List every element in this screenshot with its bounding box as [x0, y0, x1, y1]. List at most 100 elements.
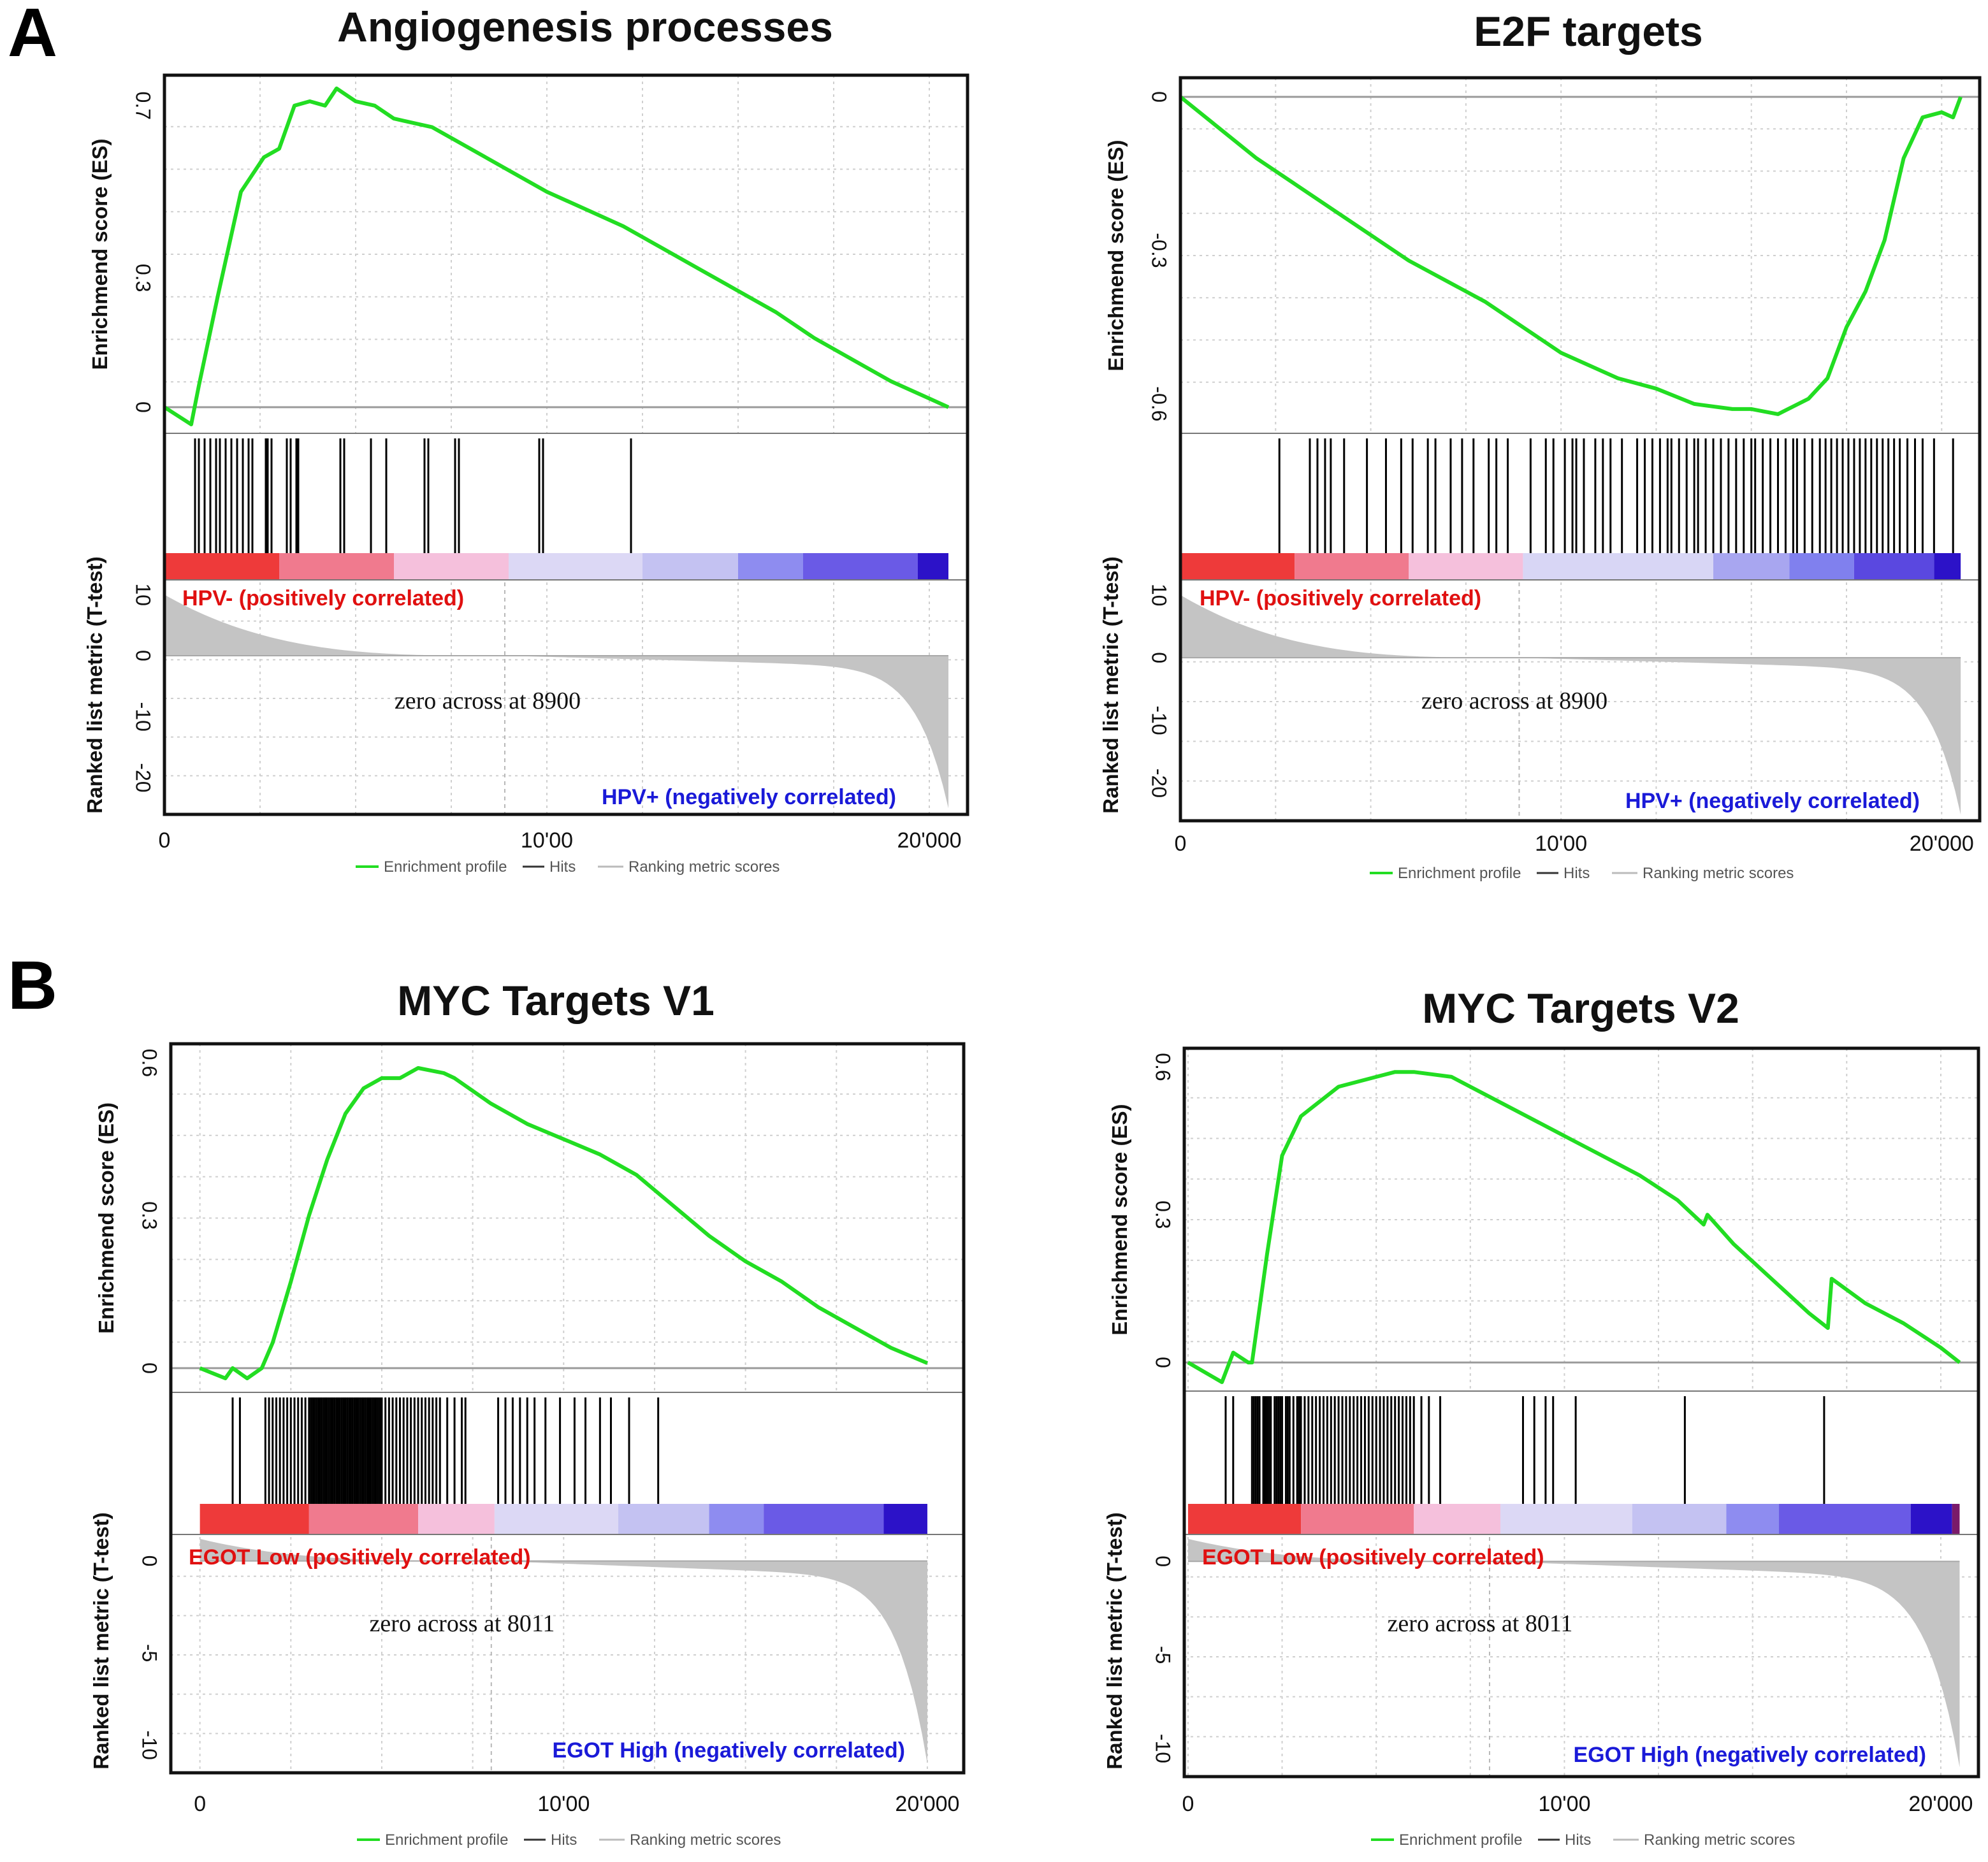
chart-title: MYC Targets V2	[1422, 985, 1739, 1032]
x-tick-label: 20'000	[895, 1792, 959, 1816]
es-curve	[1187, 1070, 1961, 1384]
legend-hits-label: Hits	[549, 858, 576, 876]
colorbar-segment	[618, 1504, 709, 1534]
colorbar-segment	[1409, 553, 1523, 580]
es-curve	[163, 86, 950, 426]
colorbar-segment	[803, 553, 918, 580]
metric-tick-label: 10	[1148, 584, 1171, 607]
metric-tick-label: 0	[138, 1555, 161, 1567]
legend-ranking-label: Ranking metric scores	[1643, 865, 1794, 882]
metric-tick-label: -5	[138, 1644, 161, 1662]
colorbar-segment	[394, 553, 509, 580]
es-axis-title: Enrichmend score (ES)	[1108, 1104, 1131, 1335]
legend-hits-label: Hits	[1564, 865, 1590, 882]
chart-myc-targets-v1: MYC Targets V1 EGOT Low (positively corre…	[89, 977, 966, 1849]
es-curve	[199, 1066, 929, 1380]
x-tick-label: 10'00	[521, 828, 573, 853]
colorbar-segment	[1632, 1504, 1727, 1534]
colorbar-segment	[738, 553, 803, 580]
x-tick-label: 0	[194, 1792, 206, 1816]
colorbar-segment	[1910, 1504, 1952, 1534]
colorbar-segment	[1713, 553, 1790, 580]
colorbar-segment	[509, 553, 642, 580]
x-tick-label: 0	[1175, 832, 1187, 856]
metric-tick-label: 0	[1152, 1555, 1175, 1567]
colorbar-segment	[494, 1504, 618, 1534]
x-tick-label: 20'000	[897, 828, 961, 853]
es-axis-title: Enrichmend score (ES)	[88, 138, 112, 370]
metric-tick-label: -20	[132, 763, 155, 792]
legend: Enrichment profile Hits Ranking metric sco…	[1371, 1831, 1795, 1849]
legend-ranking-label: Ranking metric scores	[1644, 1831, 1795, 1849]
negative-correlation-label: HPV+ (negatively correlated)	[1625, 789, 1920, 813]
negative-correlation-label: HPV+ (negatively correlated)	[602, 785, 896, 809]
colorbar-segment	[883, 1504, 927, 1534]
es-curve	[1179, 95, 1963, 416]
plot-frame	[163, 73, 969, 816]
es-axis-title: Enrichmend score (ES)	[1104, 140, 1128, 371]
colorbar-segment	[1301, 1504, 1414, 1534]
chart-myc-targets-v2: MYC Targets V2 EGOT Low (positively corre…	[1103, 985, 1980, 1849]
colorbar-segment	[200, 1504, 309, 1534]
positive-correlation-label: EGOT Low (positively correlated)	[189, 1545, 531, 1570]
colorbar-segment	[709, 1504, 764, 1534]
zero-cross-label: zero across at 8011	[370, 1610, 555, 1637]
x-tick-label: 0	[159, 828, 171, 853]
zero-cross-label: zero across at 8900	[1421, 688, 1607, 714]
legend: Enrichment profile Hits Ranking metric sco…	[357, 1831, 781, 1849]
plot-frame	[169, 1042, 966, 1775]
colorbar-segment	[164, 553, 279, 580]
colorbar-segment	[1779, 1504, 1911, 1534]
colorbar-segment	[1952, 1504, 1960, 1534]
legend-hits-label: Hits	[1565, 1831, 1591, 1849]
colorbar-segment	[418, 1504, 495, 1534]
es-tick-label: 0.3	[1152, 1201, 1175, 1229]
x-tick-label: 0	[1182, 1792, 1194, 1816]
colorbar-segment	[1187, 1504, 1302, 1534]
legend-hits-label: Hits	[551, 1831, 577, 1849]
colorbar-segment	[308, 1504, 419, 1534]
positive-correlation-label: HPV- (positively correlated)	[182, 586, 464, 610]
metric-tick-label: 0	[132, 650, 155, 661]
positive-correlation-label: EGOT Low (positively correlated)	[1202, 1545, 1544, 1570]
metric-tick-label: -10	[1152, 1734, 1175, 1763]
colorbar-segment	[1295, 553, 1409, 580]
x-tick-label: 20'000	[1910, 832, 1974, 856]
es-tick-label: 0	[1148, 91, 1171, 103]
colorbar-segment	[918, 553, 948, 580]
chart-title: E2F targets	[1474, 8, 1702, 55]
colorbar-segment	[764, 1504, 884, 1534]
metric-axis-title: Ranked list metric (T-test)	[83, 556, 106, 813]
colorbar-segment	[1934, 553, 1961, 580]
es-axis-title: Enrichmend score (ES)	[94, 1102, 118, 1334]
es-tick-label: 0.3	[138, 1201, 161, 1229]
colorbar-segment	[642, 553, 738, 580]
legend-ranking-label: Ranking metric scores	[630, 1831, 781, 1849]
plot-frame	[1179, 76, 1982, 823]
negative-correlation-label: EGOT High (negatively correlated)	[552, 1738, 905, 1763]
es-tick-label: 0.6	[138, 1049, 161, 1077]
x-tick-label: 10'00	[1538, 1792, 1590, 1816]
chart-title: Angiogenesis processes	[337, 3, 833, 50]
colorbar-segment	[279, 553, 394, 580]
colorbar-segment	[1500, 1504, 1632, 1534]
chart-title: MYC Targets V1	[397, 977, 715, 1024]
es-tick-label: -0.3	[1148, 233, 1171, 268]
ranked-metric-area	[1187, 1538, 1960, 1768]
es-tick-label: -0.6	[1148, 386, 1171, 421]
es-tick-label: 0.6	[1152, 1053, 1175, 1081]
es-tick-label: 0.7	[132, 92, 155, 120]
metric-tick-label: 0	[1148, 652, 1171, 663]
metric-tick-label: -5	[1152, 1646, 1175, 1664]
es-tick-label: 0.3	[132, 264, 155, 292]
chart-e2f-targets: E2F targets HPV- (positively correlated) H…	[1099, 8, 1982, 882]
metric-tick-label: -20	[1148, 769, 1171, 798]
colorbar-segment	[1854, 553, 1934, 580]
x-tick-label: 10'00	[537, 1792, 590, 1816]
metric-axis-title: Ranked list metric (T-test)	[1103, 1512, 1126, 1769]
zero-cross-label: zero across at 8011	[1388, 1610, 1573, 1637]
negative-correlation-label: EGOT High (negatively correlated)	[1573, 1743, 1926, 1767]
es-tick-label: 0	[132, 401, 155, 413]
metric-tick-label: -10	[138, 1731, 161, 1760]
